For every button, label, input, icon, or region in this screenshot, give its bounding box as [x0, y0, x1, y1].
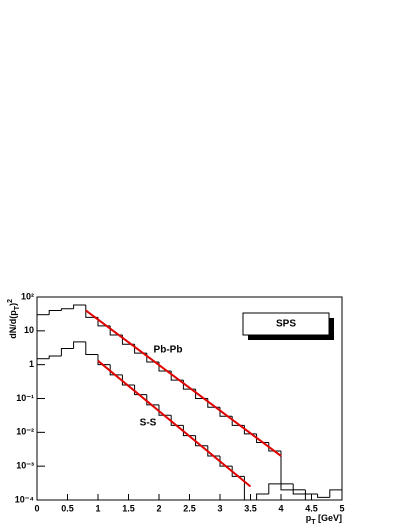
x-tick-label: 2 [156, 503, 161, 513]
x-axis-label: pT [GeV] [306, 513, 342, 525]
x-tick-label: 5 [339, 503, 344, 513]
histogram-bin [231, 466, 245, 477]
x-tick-label: 4.5 [305, 503, 318, 513]
x-tick-label: 0 [34, 503, 39, 513]
histogram-bin [280, 451, 294, 491]
histogram-bin [304, 494, 306, 500]
x-tick-label: 4 [278, 503, 283, 513]
histogram-bin [134, 385, 147, 396]
x-tick-label: 3 [217, 503, 222, 513]
x-tick-label: 2.5 [183, 503, 196, 513]
fit-line [85, 309, 282, 457]
histogram-bin [207, 445, 220, 457]
y-axis-label: dN/d(pT)2 [7, 299, 21, 339]
plot-area [37, 304, 342, 500]
histogram-bin [219, 455, 233, 467]
annotation-box [242, 312, 330, 336]
histogram-bin [73, 304, 86, 309]
histogram-bin [73, 341, 86, 349]
histogram-bin [329, 489, 342, 498]
series-label: Pb-Pb [154, 345, 183, 356]
histogram-bin [268, 442, 281, 452]
histogram-bin [182, 425, 196, 437]
y-tick-label: 10⁻⁴ [15, 494, 34, 504]
histogram-bin [121, 374, 135, 386]
y-tick-label: 1 [29, 359, 34, 369]
histogram-bin [268, 483, 281, 495]
x-tick-label: 1.5 [122, 503, 135, 513]
histogram-bin [292, 483, 306, 495]
x-tick-label: 3.5 [244, 503, 257, 513]
histogram-bin [85, 341, 98, 355]
series-label: S-S [140, 418, 157, 429]
y-tick-label: 10⁻² [16, 427, 34, 437]
histogram-bin [60, 348, 74, 357]
histogram-bin [195, 435, 208, 447]
y-tick-label: 10⁻³ [16, 461, 34, 471]
y-tick-label: 10⁻¹ [16, 393, 34, 403]
histogram-bin [243, 476, 257, 500]
histogram-bin [317, 494, 330, 498]
histogram-bin [146, 394, 159, 406]
histogram-bin [48, 355, 62, 359]
histogram-bin [97, 354, 111, 366]
y-tick-label: 10² [21, 291, 34, 301]
histogram-bin [109, 364, 123, 376]
x-tick-label: 1 [95, 503, 100, 513]
fit-line [97, 360, 252, 488]
histogram-bin [60, 308, 74, 311]
histogram-bin [256, 493, 269, 500]
x-tick-label: 0.5 [61, 503, 74, 513]
annotation: SPS [276, 319, 296, 330]
histogram-bin [304, 489, 318, 495]
histogram-bin [170, 415, 184, 426]
histogram-bin [158, 404, 172, 416]
histogram-bin [48, 309, 62, 315]
y-tick-label: 10 [24, 325, 34, 335]
